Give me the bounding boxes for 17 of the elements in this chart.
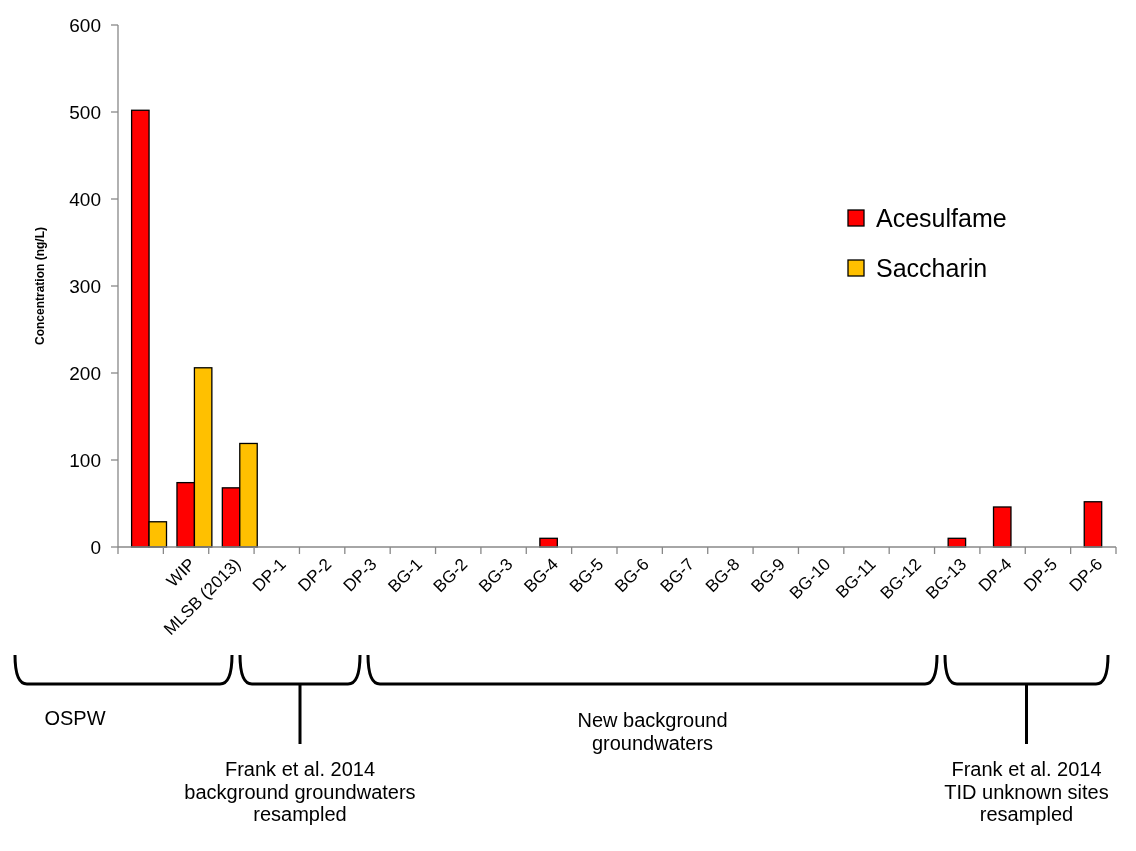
text: OSPW bbox=[44, 707, 106, 729]
y-tick-label: 200 bbox=[69, 362, 101, 384]
legend-label: Saccharin bbox=[876, 253, 988, 282]
y-tick-label: 500 bbox=[69, 101, 101, 123]
x-tick-label: WIP bbox=[162, 554, 200, 591]
legend-label: Acesulfame bbox=[876, 203, 1007, 232]
y-axis-title: Concentration (ng/L) bbox=[33, 227, 47, 345]
bar bbox=[1083, 501, 1103, 548]
y-tick-label: 0 bbox=[90, 536, 101, 558]
y-tick-label: 600 bbox=[69, 14, 101, 36]
y-tick-label: 400 bbox=[69, 188, 101, 210]
text: Frank et al. 2014 background groundwaters resampled bbox=[184, 758, 416, 825]
y-tick-label: 300 bbox=[69, 275, 101, 297]
bar bbox=[992, 506, 1012, 548]
y-tick-label: 100 bbox=[69, 449, 101, 471]
text: New background groundwaters bbox=[577, 709, 728, 754]
text: Frank et al. 2014 TID unknown sites resampled bbox=[944, 758, 1109, 825]
